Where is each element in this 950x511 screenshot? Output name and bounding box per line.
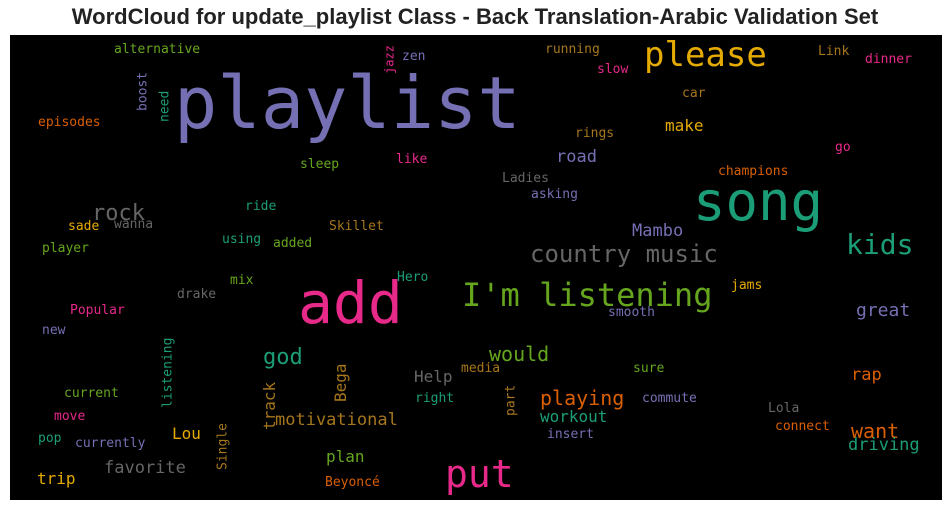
word-right: right	[415, 391, 454, 406]
word-i-m-listening: I'm listening	[462, 276, 712, 314]
word-running: running	[545, 42, 600, 57]
word-mambo: Mambo	[632, 221, 683, 241]
word-motivational: motivational	[275, 410, 398, 430]
word-part: part	[503, 385, 518, 416]
word-skillet: Skillet	[329, 219, 384, 234]
word-move: move	[54, 409, 85, 424]
word-link: Link	[818, 44, 849, 59]
word-episodes: episodes	[38, 115, 101, 130]
word-new: new	[42, 323, 66, 338]
word-drake: drake	[177, 287, 216, 302]
word-dinner: dinner	[865, 52, 912, 67]
word-rap: rap	[851, 365, 882, 385]
wordcloud-background	[10, 35, 942, 500]
word-go: go	[835, 140, 851, 155]
word-ladies: Ladies	[502, 171, 549, 186]
word-ride: ride	[245, 199, 276, 214]
word-road: road	[556, 147, 597, 167]
word-popular: Popular	[70, 303, 125, 318]
word-current: current	[64, 386, 119, 401]
word-beyonc: Beyoncé	[325, 475, 380, 490]
word-bega: Bega	[331, 363, 350, 402]
word-lola: Lola	[768, 401, 799, 416]
word-plan: plan	[326, 447, 365, 466]
word-sleep: sleep	[300, 157, 339, 172]
word-commute: commute	[642, 391, 697, 406]
word-asking: asking	[531, 187, 578, 202]
word-add: add	[298, 269, 403, 337]
word-smooth: smooth	[608, 305, 655, 320]
word-favorite: favorite	[104, 458, 186, 478]
word-pop: pop	[38, 431, 62, 446]
word-please: please	[644, 35, 767, 75]
chart-title: WordCloud for update_playlist Class - Ba…	[71, 4, 879, 29]
word-like: like	[396, 152, 427, 167]
word-zen: zen	[402, 49, 425, 64]
word-rings: rings	[575, 126, 614, 141]
word-insert: insert	[547, 427, 594, 442]
word-using: using	[222, 232, 261, 247]
word-playing: playing	[540, 386, 624, 410]
word-would: would	[489, 342, 549, 366]
word-sure: sure	[633, 361, 664, 376]
word-jazz: jazz	[383, 45, 397, 74]
word-workout: workout	[540, 407, 607, 426]
word-make: make	[665, 116, 704, 135]
word-trip: trip	[37, 469, 76, 488]
word-media: media	[461, 361, 500, 376]
word-rock: rock	[92, 201, 145, 226]
word-alternative: alternative	[114, 42, 200, 57]
word-connect: connect	[775, 419, 830, 434]
word-country-music: country music	[530, 240, 718, 268]
word-currently: currently	[75, 436, 146, 451]
word-car: car	[682, 86, 706, 101]
word-single: Single	[215, 423, 230, 470]
word-boost: boost	[135, 72, 150, 111]
word-help: Help	[414, 367, 453, 386]
word-hero: Hero	[397, 270, 428, 285]
word-great: great	[856, 300, 910, 321]
word-lou: Lou	[172, 424, 201, 443]
word-listening: listening	[160, 338, 175, 408]
word-wanna: wanna	[114, 217, 153, 232]
word-god: god	[263, 345, 303, 370]
word-jams: jams	[731, 278, 762, 293]
word-song: song	[693, 170, 823, 233]
word-put: put	[445, 452, 514, 496]
word-track: track	[260, 381, 279, 430]
word-driving: driving	[848, 435, 920, 455]
word-player: player	[42, 241, 89, 256]
word-champions: champions	[718, 164, 788, 179]
word-playlist: playlist	[174, 61, 521, 145]
word-want: want	[851, 419, 899, 443]
word-slow: slow	[597, 62, 628, 77]
word-kids: kids	[846, 228, 913, 261]
word-mix: mix	[230, 273, 254, 288]
word-added: added	[273, 236, 312, 251]
word-need: need	[157, 91, 172, 122]
word-sade: sade	[68, 219, 99, 234]
